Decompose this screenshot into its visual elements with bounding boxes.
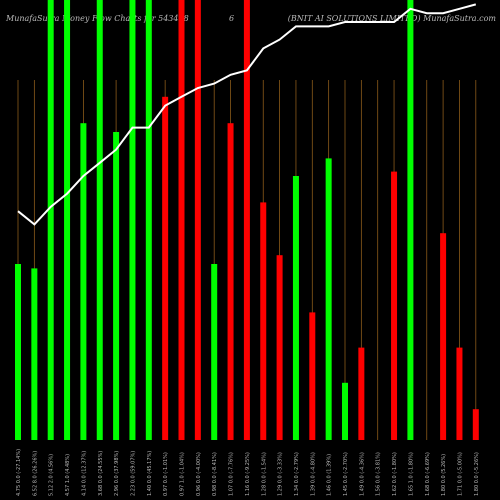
x-tick-label: 1.49 0.0 (-4.36%) [359, 452, 365, 496]
x-tick-label: 1.40 0.0 (45.17%) [147, 451, 153, 496]
bar [358, 347, 365, 440]
x-tick-label: 1.45 0.0 (-2.70%) [343, 452, 349, 496]
x-tick-label: 6.52 8.0 (26.26%) [32, 451, 38, 496]
x-axis-labels: 4.75 0.0 (-27.14%) 6.52 8.0 (26.26%) 5.12 … [16, 449, 480, 496]
x-tick-label: 0.98 0.0 (-8.41%) [212, 452, 218, 496]
bars [15, 0, 479, 441]
bar [391, 171, 398, 440]
x-tick-label: 1.56 0.0 (-3.81%) [376, 452, 382, 496]
bar [31, 268, 38, 440]
bar [227, 123, 234, 440]
bar [325, 158, 332, 440]
bar [342, 382, 348, 440]
bar [407, 0, 414, 440]
bar [194, 0, 201, 440]
x-tick-label: 1.80 0.0 (-5.26%) [474, 452, 480, 496]
x-tick-label: 1.34 0.0 (-2.79%) [294, 452, 300, 496]
bar [440, 233, 447, 440]
bar [145, 0, 152, 440]
x-tick-label: 1.29 0.0 (-3.33%) [278, 452, 284, 496]
x-tick-label: 2.23 0.0 (59.07%) [130, 451, 136, 496]
x-tick-label: 1.07 0.0 (-7.76%) [229, 452, 235, 496]
x-tick-label: 1.28 0.0 (-1.54%) [261, 452, 267, 496]
x-tick-label: 2.96 0.0 (37.98%) [114, 451, 120, 496]
bar [292, 176, 299, 440]
bar [309, 312, 316, 440]
bar [456, 347, 463, 440]
chart-title-mid: 6 [229, 14, 234, 23]
x-tick-label: 1.68 0.0 (-6.69%) [425, 452, 431, 496]
x-tick-label: 0.97 1.0 (-1.04%) [180, 452, 186, 496]
bar [96, 0, 103, 440]
bar [47, 0, 54, 440]
chart-title-right: (BNIT AI SOLUTIONS LIMITED) MunafaSutra.… [288, 14, 497, 23]
bar [178, 0, 185, 440]
x-tick-label: 1.62 0.0 (-1.80%) [392, 452, 398, 496]
x-tick-label: 0.96 0.0 (-4.00%) [196, 452, 202, 496]
bar [15, 264, 21, 440]
bar [260, 202, 267, 440]
x-tick-label: 1.39 0.0 (-4.80%) [310, 452, 316, 496]
x-tick-label: 4.75 0.0 (-27.14%) [16, 449, 22, 496]
x-tick-label: 4.57 1.0 (4.48%) [65, 454, 71, 496]
bar [129, 0, 136, 440]
bar [243, 0, 250, 440]
x-tick-label: 3.68 0.0 (24.55%) [98, 451, 104, 496]
bar [211, 264, 218, 440]
bar [64, 0, 71, 440]
bar [276, 255, 283, 440]
x-tick-label: 4.14 0.0 (12.37%) [81, 451, 87, 496]
x-tick-label: 1.65 1.0 (-1.80%) [408, 452, 414, 496]
x-tick-label: 0.97 0.0 (-1.01%) [163, 452, 169, 496]
bar [80, 123, 87, 440]
bar [472, 409, 479, 440]
x-tick-label: 5.12 2.0 (4.56%) [49, 454, 55, 496]
money-flow-line [17, 3, 477, 226]
bar [162, 96, 169, 441]
x-tick-label: 1.46 0.0 (1.39%) [327, 454, 333, 496]
x-tick-label: 1.80 0.0 (5.26%) [441, 454, 447, 496]
x-tick-label: 1.16 0.0 (-9.25%) [245, 452, 251, 496]
bar [113, 132, 120, 440]
x-tick-label: 1.71 0.0 (-5.00%) [457, 452, 463, 496]
